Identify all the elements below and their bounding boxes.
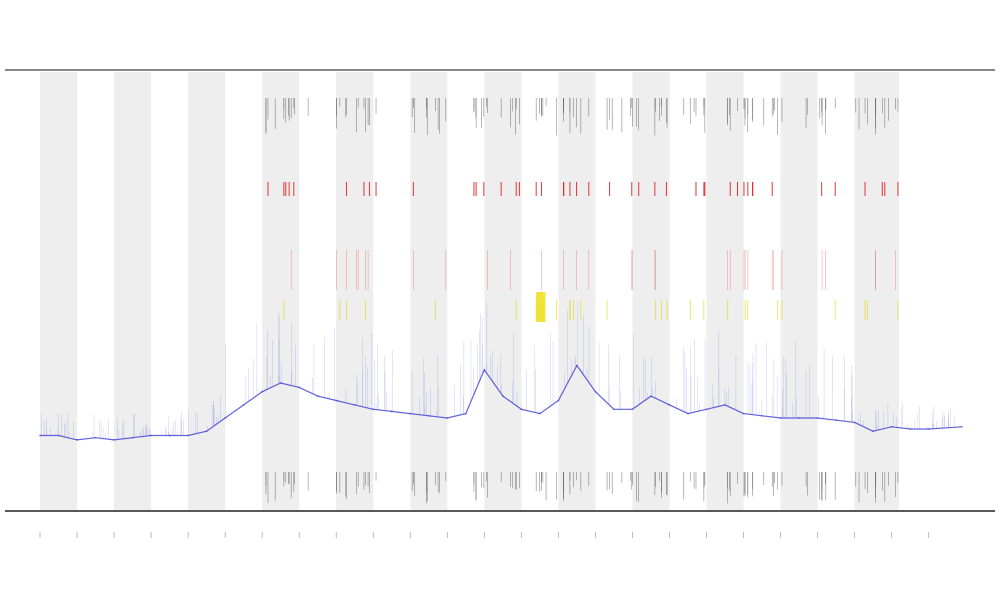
shaded-band xyxy=(558,72,596,510)
series-point xyxy=(464,412,467,415)
series-point xyxy=(409,412,412,415)
series-point xyxy=(242,403,245,406)
shaded-band xyxy=(854,72,900,510)
series-point xyxy=(372,408,375,411)
series-line xyxy=(40,364,963,441)
series-point xyxy=(613,408,615,411)
series-point xyxy=(705,408,708,411)
series-point xyxy=(94,436,97,439)
series-point xyxy=(335,399,338,402)
series-point xyxy=(742,412,745,415)
series-point xyxy=(446,417,449,419)
series-point xyxy=(390,410,393,413)
shaded-band xyxy=(410,72,448,510)
series-point xyxy=(961,425,963,428)
event-markers xyxy=(267,182,899,322)
series-point xyxy=(779,417,782,419)
series-point xyxy=(520,408,523,411)
series-point xyxy=(816,417,819,419)
series-point xyxy=(538,412,541,415)
shaded-band xyxy=(40,72,78,510)
series-point xyxy=(427,414,430,417)
series-point xyxy=(113,439,115,441)
series-point xyxy=(557,399,560,402)
series-point xyxy=(224,417,227,419)
series-point xyxy=(761,414,763,417)
series-point xyxy=(890,425,893,428)
series-point xyxy=(131,436,134,439)
shaded-band xyxy=(262,72,300,510)
series-point xyxy=(853,421,856,424)
series-point xyxy=(909,428,912,430)
series-point xyxy=(76,439,78,441)
series-point xyxy=(631,408,634,411)
series-point xyxy=(668,403,671,406)
shaded-band xyxy=(484,72,522,510)
series-point xyxy=(687,412,689,415)
series-point xyxy=(927,428,930,430)
shaded-band xyxy=(114,72,152,510)
series-point xyxy=(150,434,152,437)
series-point xyxy=(205,430,208,433)
series-point xyxy=(353,403,356,406)
series-point xyxy=(298,386,301,389)
series-point xyxy=(316,395,319,398)
shaded-bands xyxy=(40,72,900,510)
series-point xyxy=(57,434,60,437)
series-point xyxy=(279,382,282,384)
x-ticks xyxy=(39,532,930,538)
series-point xyxy=(168,434,171,437)
series-point xyxy=(576,364,578,367)
shaded-band xyxy=(780,72,818,510)
series-point xyxy=(835,419,838,422)
series-point xyxy=(594,390,597,393)
series-point xyxy=(261,390,264,393)
shaded-band xyxy=(336,72,374,510)
series-point xyxy=(483,368,486,371)
rug-marks xyxy=(265,98,899,504)
series-point xyxy=(501,395,504,398)
shaded-band xyxy=(188,72,226,510)
yellow-highlight xyxy=(536,292,546,322)
shaded-band xyxy=(632,72,670,510)
shaded-band xyxy=(706,72,744,510)
series-point xyxy=(798,417,800,419)
series-point xyxy=(650,395,652,398)
series-point xyxy=(724,403,726,406)
series-layer xyxy=(39,301,963,441)
series-point xyxy=(39,434,41,437)
series-point xyxy=(187,434,190,437)
series-point xyxy=(872,430,875,433)
